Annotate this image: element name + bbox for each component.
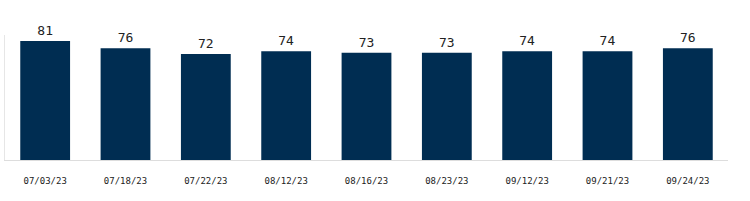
svg-text:81: 81 [37, 23, 53, 38]
svg-text:76: 76 [118, 30, 134, 45]
svg-text:74: 74 [519, 33, 535, 48]
svg-text:74: 74 [278, 33, 294, 48]
svg-text:73: 73 [359, 35, 375, 50]
svg-text:74: 74 [600, 33, 616, 48]
svg-text:08/23/23: 08/23/23 [425, 176, 468, 186]
svg-text:09/12/23: 09/12/23 [505, 176, 548, 186]
svg-text:08/12/23: 08/12/23 [264, 176, 307, 186]
svg-text:07/22/23: 07/22/23 [184, 176, 227, 186]
svg-text:09/24/23: 09/24/23 [666, 176, 709, 186]
svg-text:07/03/23: 07/03/23 [23, 176, 66, 186]
svg-text:72: 72 [198, 36, 214, 51]
svg-text:08/16/23: 08/16/23 [345, 176, 388, 186]
svg-text:73: 73 [439, 35, 455, 50]
svg-text:09/21/23: 09/21/23 [586, 176, 629, 186]
svg-text:07/18/23: 07/18/23 [104, 176, 147, 186]
svg-text:76: 76 [680, 30, 696, 45]
